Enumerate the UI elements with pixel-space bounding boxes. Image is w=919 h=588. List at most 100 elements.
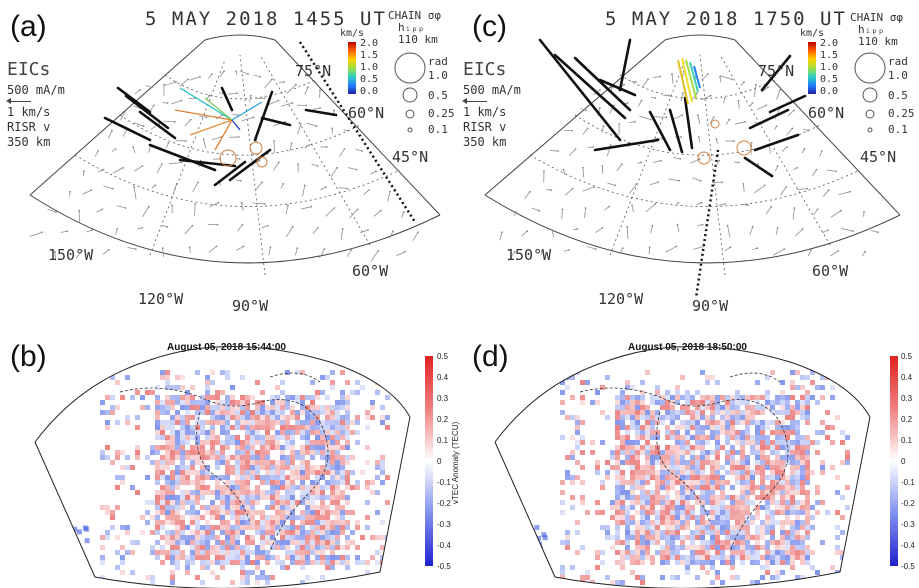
tec-cell xyxy=(355,525,360,530)
tec-cell xyxy=(570,415,575,420)
tec-cell xyxy=(705,530,710,535)
vector-origin xyxy=(111,187,114,190)
tec-cell xyxy=(225,455,230,460)
tec-cell xyxy=(290,450,295,455)
vector-origin xyxy=(602,125,605,128)
tec-cell xyxy=(230,410,235,415)
tec-cell xyxy=(670,450,675,455)
vector-origin xyxy=(247,73,249,75)
tec-cell xyxy=(245,420,250,425)
tec-cell xyxy=(790,430,795,435)
tec-cell xyxy=(790,480,795,485)
tec-cell xyxy=(680,515,685,520)
tec-cell xyxy=(315,435,320,440)
tec-cell xyxy=(795,575,800,580)
tec-cell xyxy=(220,370,225,375)
tec-cell xyxy=(170,490,175,495)
tec-cell xyxy=(270,540,275,545)
cb2-tick-b-5: 0 xyxy=(437,457,442,466)
tec-cell xyxy=(600,510,605,515)
tec-cell xyxy=(235,485,240,490)
tec-cells-b xyxy=(60,370,390,585)
tec-cell xyxy=(590,400,595,405)
tec-cell xyxy=(365,480,370,485)
tec-cell xyxy=(280,565,285,570)
tec-cell xyxy=(770,490,775,495)
tec-cell xyxy=(250,490,255,495)
tec-cell xyxy=(260,570,265,575)
tec-cell xyxy=(340,555,345,560)
tec-cell xyxy=(650,560,655,565)
tec-cell xyxy=(190,405,195,410)
tec-cell xyxy=(150,550,155,555)
tec-cell xyxy=(625,515,630,520)
tec-cell xyxy=(730,515,735,520)
tec-cell xyxy=(215,505,220,510)
vector-origin xyxy=(66,230,68,233)
tec-cell xyxy=(770,430,775,435)
tec-cell xyxy=(160,470,165,475)
tec-cell xyxy=(685,425,690,430)
tec-cell xyxy=(560,410,565,415)
tec-cell xyxy=(175,410,180,415)
tec-cell xyxy=(320,510,325,515)
tec-cell xyxy=(730,465,735,470)
gray-vector xyxy=(524,191,531,199)
tec-cell xyxy=(215,400,220,405)
tec-cell xyxy=(710,530,715,535)
lat-label-a-60: 60°N xyxy=(348,104,385,122)
tec-cell xyxy=(560,570,565,575)
gray-vector xyxy=(184,225,193,235)
tec-cell xyxy=(175,450,180,455)
tec-cell xyxy=(240,505,245,510)
tec-cell xyxy=(72,537,78,543)
tec-cell xyxy=(170,500,175,505)
vector-origin xyxy=(237,136,240,138)
tec-cell xyxy=(805,465,810,470)
tec-cell xyxy=(275,440,280,445)
tec-cell xyxy=(650,450,655,455)
tec-cell xyxy=(320,445,325,450)
tec-cell xyxy=(610,505,615,510)
tec-cell xyxy=(625,525,630,530)
vector-origin xyxy=(700,201,703,204)
tec-cell xyxy=(195,480,200,485)
chain-alt-a: 110 km xyxy=(398,33,438,46)
gray-vector xyxy=(227,92,237,95)
tec-cell xyxy=(335,485,340,490)
tec-cell xyxy=(760,530,765,535)
tec-cell xyxy=(565,475,570,480)
tec-cell xyxy=(645,460,650,465)
tec-cell xyxy=(225,495,230,500)
tec-cell xyxy=(355,560,360,565)
tec-cell xyxy=(180,460,185,465)
tec-cell xyxy=(800,560,805,565)
tec-cell xyxy=(265,555,270,560)
gray-vector xyxy=(396,251,406,257)
tec-cell xyxy=(170,580,175,585)
tec-cell xyxy=(185,430,190,435)
tec-cell xyxy=(610,450,615,455)
tec-cell xyxy=(730,500,735,505)
tec-cell xyxy=(320,530,325,535)
tec-cell xyxy=(285,400,290,405)
vector-origin xyxy=(648,246,651,249)
tec-cell xyxy=(710,545,715,550)
vector-origin xyxy=(541,250,543,252)
tec-cell xyxy=(150,390,155,395)
tec-cell xyxy=(305,500,310,505)
velocity-colorbar-c xyxy=(808,42,816,94)
tec-cell xyxy=(655,485,660,490)
vector-origin xyxy=(737,161,740,164)
cb-tick-a-1: 1.5 xyxy=(360,50,379,61)
tec-cell xyxy=(310,510,315,515)
vector-origin xyxy=(623,83,625,86)
tec-map-b xyxy=(34,346,411,588)
tec-cell xyxy=(320,540,325,545)
tec-cell xyxy=(280,510,285,515)
tec-cell xyxy=(675,555,680,560)
tec-cell xyxy=(155,475,160,480)
tec-cell xyxy=(750,515,755,520)
tec-cell xyxy=(225,505,230,510)
tec-cell xyxy=(800,535,805,540)
